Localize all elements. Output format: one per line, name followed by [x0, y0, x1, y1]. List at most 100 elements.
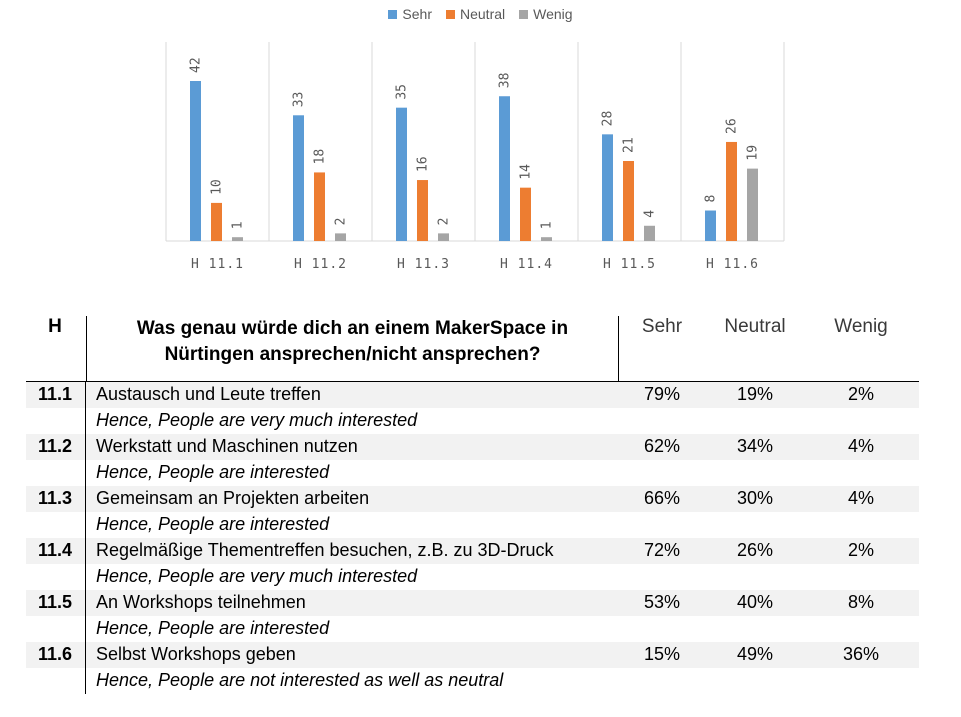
legend-label-neutral: Neutral	[460, 6, 506, 22]
row-note: Hence, People are very much interested	[96, 410, 418, 430]
bar-sehr	[705, 210, 716, 241]
bar-sehr	[396, 107, 407, 242]
row-wenig: 4%	[847, 436, 874, 456]
legend-item-sehr: Sehr	[388, 6, 432, 22]
row-sehr: 53%	[643, 592, 681, 612]
x-tick-label: H 11.5	[603, 257, 656, 272]
row-sehr: 15%	[643, 644, 681, 664]
data-label: 18	[313, 149, 328, 165]
row-sehr: 62%	[643, 436, 681, 456]
row-wenig: 2%	[847, 540, 874, 560]
row-sehr: 66%	[643, 488, 681, 508]
table-row-note: Hence, People are very much interested	[26, 408, 919, 434]
data-label: 38	[498, 73, 513, 89]
data-label: 10	[210, 179, 225, 195]
bar-neutral	[211, 202, 222, 241]
row-id: 11.5	[37, 592, 73, 612]
bar-sehr	[190, 81, 201, 241]
row-id: 11.2	[37, 436, 73, 456]
header-question: Was genau würde dich an einem MakerSpace…	[86, 316, 619, 382]
data-label: 2	[334, 218, 349, 226]
row-wenig: 36%	[842, 644, 880, 664]
legend-swatch-neutral	[446, 9, 455, 19]
bar-neutral	[520, 187, 531, 241]
row-text: An Workshops teilnehmen	[96, 592, 306, 612]
data-label: 1	[540, 221, 555, 229]
bar-wenig	[541, 237, 552, 241]
x-tick-label: H 11.1	[191, 257, 244, 272]
bar-neutral	[623, 161, 634, 241]
data-label: 4	[643, 210, 658, 218]
x-tick-label: H 11.2	[294, 257, 347, 272]
x-tick-label: H 11.4	[500, 257, 553, 272]
bar-neutral	[417, 180, 428, 241]
table-row-note: Hence, People are interested	[26, 616, 919, 642]
table-row: 11.2 Werkstatt und Maschinen nutzen 62% 34%…	[26, 434, 919, 460]
bar-wenig	[644, 225, 655, 241]
row-note: Hence, People are very much interested	[96, 566, 418, 586]
table-row: 11.3 Gemeinsam an Projekten arbeiten 66% 30…	[26, 486, 919, 512]
header-neutral: Neutral	[724, 316, 786, 337]
bar-chart: 42 10 1 H 11.1 33 18 2 H 11.2 35 16 2 H 11.3 38 14 1 H …	[165, 42, 785, 272]
table-row-note: Hence, People are very much interested	[26, 564, 919, 590]
row-neutral: 34%	[736, 436, 774, 456]
legend-label-sehr: Sehr	[402, 6, 432, 22]
row-neutral: 40%	[736, 592, 774, 612]
row-text: Gemeinsam an Projekten arbeiten	[96, 488, 370, 508]
row-id: 11.6	[37, 644, 73, 664]
row-text: Austausch und Leute treffen	[96, 384, 321, 404]
data-label: 28	[601, 111, 616, 127]
results-table: H Was genau würde dich an einem MakerSpa…	[26, 312, 919, 694]
table-row: 11.6 Selbst Workshops geben 15% 49% 36%	[26, 642, 919, 668]
table-row: 11.4 Regelmäßige Thementreffen besuchen, …	[26, 538, 919, 564]
table-header: H Was genau würde dich an einem MakerSpa…	[26, 312, 919, 382]
bar-wenig	[335, 233, 346, 241]
header-sehr: Sehr	[641, 316, 683, 337]
row-neutral: 26%	[736, 540, 774, 560]
column-divider	[85, 382, 86, 694]
row-text: Selbst Workshops geben	[96, 644, 296, 664]
row-sehr: 72%	[643, 540, 681, 560]
table-row: 11.1 Austausch und Leute treffen 79% 19% 2%	[26, 382, 919, 408]
row-id: 11.4	[37, 540, 73, 560]
table-row: 11.5 An Workshops teilnehmen 53% 40% 8%	[26, 590, 919, 616]
bar-wenig	[438, 233, 449, 241]
header-wenig: Wenig	[834, 316, 888, 337]
data-label: 19	[746, 145, 761, 161]
legend-swatch-wenig	[519, 9, 529, 19]
bar-wenig	[747, 168, 758, 241]
row-wenig: 2%	[847, 384, 874, 404]
bar-sehr	[602, 134, 613, 241]
row-neutral: 30%	[736, 488, 774, 508]
row-note: Hence, People are interested	[96, 462, 330, 482]
bar-neutral	[726, 141, 737, 241]
data-label: 16	[416, 156, 431, 172]
table-row-note: Hence, People are not interested as well…	[26, 668, 919, 694]
legend-item-wenig: Wenig	[519, 6, 573, 22]
chart-legend: Sehr Neutral Wenig	[0, 6, 961, 22]
header-divider	[26, 381, 919, 382]
data-label: 8	[704, 195, 719, 203]
bar-sehr	[293, 115, 304, 241]
table-body: 11.1 Austausch und Leute treffen 79% 19% 2% H…	[26, 382, 919, 694]
table-row-note: Hence, People are interested	[26, 460, 919, 486]
table-row-note: Hence, People are interested	[26, 512, 919, 538]
row-wenig: 4%	[847, 488, 874, 508]
legend-label-wenig: Wenig	[533, 6, 573, 22]
bar-sehr	[499, 96, 510, 241]
data-label: 2	[437, 218, 452, 226]
data-label: 14	[519, 164, 534, 180]
bar-neutral	[314, 172, 325, 241]
row-note: Hence, People are interested	[96, 618, 330, 638]
row-text: Regelmäßige Thementreffen besuchen, z.B.…	[96, 540, 554, 560]
legend-swatch-sehr	[388, 9, 398, 19]
x-tick-label: H 11.3	[397, 257, 450, 272]
x-tick-label: H 11.6	[706, 257, 759, 272]
row-neutral: 19%	[736, 384, 774, 404]
row-neutral: 49%	[736, 644, 774, 664]
header-h: H	[48, 316, 62, 337]
row-sehr: 79%	[643, 384, 681, 404]
row-id: 11.1	[37, 384, 73, 404]
row-note: Hence, People are interested	[96, 514, 330, 534]
bar-wenig	[232, 237, 243, 241]
